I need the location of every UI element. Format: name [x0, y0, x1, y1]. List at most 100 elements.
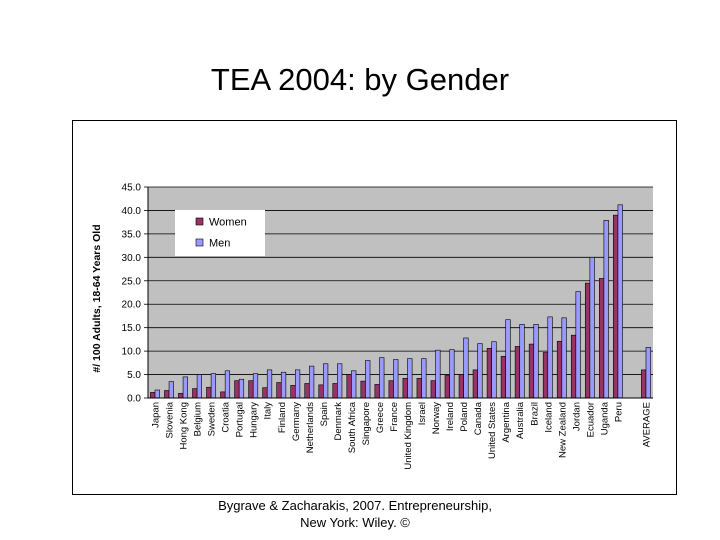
x-axis-labels: Japan Slovenia Hong Kong Belgium Sweden Croat…: [151, 401, 653, 469]
bar-men: [337, 363, 343, 399]
x-tick-label: Israel: [417, 402, 428, 425]
bar-women: [641, 369, 647, 399]
bar-women: [500, 355, 507, 399]
bar-men: [533, 324, 539, 399]
x-tick-label: Argentina: [501, 401, 512, 442]
bar-men: [266, 369, 273, 399]
bar-women: [402, 378, 408, 399]
bar-men: [309, 365, 315, 399]
bar-women: [599, 278, 605, 399]
bar-women: [514, 346, 521, 399]
bar-men: [505, 319, 511, 399]
x-tick-label: Ireland: [445, 402, 456, 431]
bar-men: [351, 370, 357, 399]
x-tick-label: United States: [487, 402, 498, 459]
x-tick-label: South Africa: [347, 401, 358, 453]
bar-men: [435, 349, 441, 399]
bar-women: [276, 382, 282, 399]
bar-women: [290, 385, 296, 399]
y-tick-label: 20.0: [122, 300, 142, 311]
x-tick-label: Sweden: [207, 402, 218, 436]
bar-chart: 0.0 5.0 10.0 15.0 20.0 25.0 30.0 35.0 40.0 45.0 J…: [91, 183, 653, 470]
x-tick-label: AVERAGE: [641, 402, 652, 447]
legend-swatch-women: [195, 217, 204, 226]
y-tick-label: 25.0: [122, 276, 142, 287]
bar-women: [332, 383, 338, 399]
x-tick-label: Iceland: [543, 402, 554, 433]
legend: Women Men: [175, 210, 265, 256]
x-tick-label: Uganda: [599, 401, 610, 435]
bar-women: [444, 375, 450, 399]
bar-men: [196, 374, 202, 399]
bar-men: [182, 376, 188, 399]
bar-men: [645, 347, 651, 399]
x-tick-label: Croatia: [221, 401, 232, 432]
bar-women: [164, 390, 170, 399]
bar-women: [416, 378, 422, 399]
bar-men: [379, 357, 385, 399]
bar-men: [365, 360, 371, 399]
x-tick-label: Spain: [319, 402, 330, 426]
x-tick-label: Slovenia: [165, 401, 176, 438]
bar-men: [617, 204, 623, 399]
x-tick-label: Germany: [291, 402, 302, 441]
bar-women: [556, 340, 563, 399]
bar-men: [210, 373, 217, 399]
x-tick-label: Singapore: [361, 402, 372, 445]
x-tick-label: Poland: [459, 402, 470, 432]
x-tick-label: Belgium: [193, 402, 204, 436]
bar-men: [449, 349, 455, 399]
bar-men: [280, 371, 287, 399]
bar-men: [154, 389, 160, 399]
bar-women: [388, 380, 394, 399]
bar-women: [374, 384, 380, 399]
bar-men: [519, 324, 525, 399]
x-tick-label: Ecuador: [585, 402, 596, 437]
bar-men: [561, 317, 567, 399]
bar-women: [528, 343, 535, 399]
bar-women: [262, 387, 268, 399]
x-tick-label: Italy: [263, 402, 274, 420]
bar-women: [613, 214, 619, 399]
bar-men: [252, 373, 259, 399]
bar-women: [150, 392, 156, 399]
x-tick-label: Portugal: [235, 402, 246, 437]
bar-women: [346, 374, 352, 399]
bar-men: [294, 369, 301, 399]
x-tick-label: New Zealand: [557, 402, 568, 458]
x-tick-label: Hungary: [249, 402, 260, 438]
slide-title: TEA 2004: by Gender: [210, 62, 510, 97]
x-tick-label: Peru: [613, 402, 624, 422]
bar-men: [547, 316, 553, 399]
bar-men: [238, 378, 245, 399]
bar-women: [192, 388, 198, 399]
x-tick-label: Netherlands: [305, 402, 316, 453]
caption-line-2: New York: Wiley. ©: [300, 515, 410, 530]
x-tick-label: France: [389, 402, 400, 432]
bar-women: [472, 369, 478, 399]
bar-men: [168, 381, 174, 399]
bar-men: [323, 363, 329, 399]
bar-women: [542, 352, 549, 399]
bar-women: [206, 386, 212, 399]
x-tick-label: Japan: [151, 402, 162, 428]
chart-frame: 0.0 5.0 10.0 15.0 20.0 25.0 30.0 35.0 40.0 45.0 J…: [72, 120, 677, 495]
x-tick-label: Finland: [277, 402, 288, 433]
y-tick-label: 10.0: [122, 347, 142, 358]
bar-women: [584, 282, 591, 399]
caption-line-1: Bygrave & Zacharakis, 2007. Entrepreneur…: [218, 498, 492, 513]
bar-men: [463, 337, 469, 399]
y-axis-ticks: 0.0 5.0 10.0 15.0 20.0 25.0 30.0 35.0 40.0 45.0: [122, 183, 148, 405]
y-tick-label: 40.0: [122, 206, 142, 217]
y-tick-label: 0.0: [127, 394, 141, 405]
legend-box: [175, 210, 265, 256]
bar-men: [589, 257, 595, 399]
legend-label-women: Women: [209, 217, 247, 229]
x-tick-label: Australia: [515, 401, 526, 439]
x-tick-label: Brazil: [529, 402, 540, 426]
bar-women: [234, 380, 240, 399]
citation-caption: Bygrave & Zacharakis, 2007. Entrepreneur…: [180, 497, 530, 531]
x-tick-label: Canada: [473, 401, 484, 435]
bar-men: [603, 219, 609, 399]
bar-men: [477, 343, 483, 399]
